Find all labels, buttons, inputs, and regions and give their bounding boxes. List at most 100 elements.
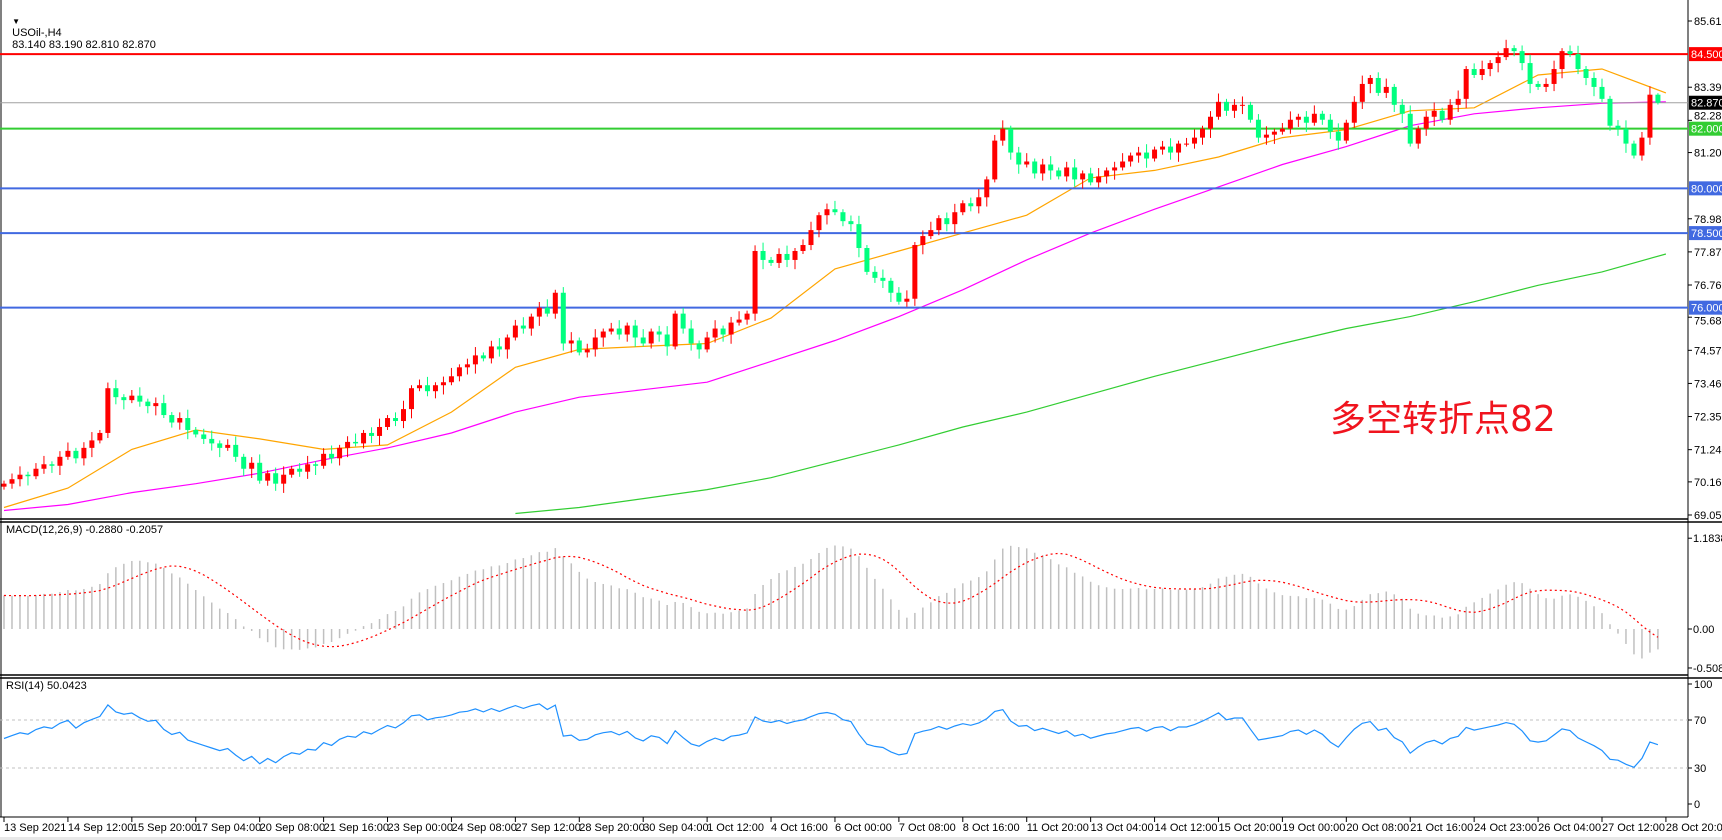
candle <box>832 200 838 216</box>
candle <box>1303 111 1309 132</box>
candle-body <box>177 418 183 423</box>
annotation-text: 多空转折点82 <box>1330 399 1556 440</box>
candle-body <box>792 250 798 260</box>
candle-body <box>1639 137 1645 156</box>
candle-body <box>1032 161 1038 174</box>
candle-body <box>233 444 239 457</box>
candle <box>1535 80 1541 90</box>
candle <box>936 215 942 236</box>
candle <box>536 301 542 326</box>
candle-body <box>1255 119 1261 138</box>
candle-body <box>864 248 870 272</box>
time-tick-label: 30 Sep 04:00 <box>643 822 708 834</box>
rsi-line <box>3 703 1659 769</box>
candle <box>321 448 327 469</box>
candle <box>976 188 982 214</box>
candle <box>1615 120 1621 136</box>
symbol-label: USOil-,H4 <box>12 27 62 39</box>
candle <box>1160 140 1166 155</box>
candle <box>105 382 111 439</box>
candle-body <box>1391 86 1397 105</box>
price-tick-label: 75.680 <box>1694 316 1722 328</box>
price-tick-label: 81.200 <box>1694 148 1722 160</box>
candle-body <box>416 385 422 389</box>
candle <box>361 429 367 449</box>
candle <box>1439 107 1445 123</box>
candle <box>1279 123 1285 135</box>
candle <box>97 429 103 444</box>
candle-body <box>1359 83 1365 102</box>
candle-body <box>952 212 958 225</box>
candle-body <box>1583 69 1589 78</box>
candle <box>896 287 902 305</box>
candle <box>193 426 199 438</box>
candle <box>1112 161 1118 180</box>
candle-body <box>225 444 231 448</box>
candle-body <box>145 401 151 407</box>
candle-body <box>1024 161 1030 165</box>
candle-body <box>249 462 255 469</box>
rsi-tick-label: 100 <box>1694 679 1712 691</box>
candle <box>776 248 782 268</box>
candle-body <box>1088 173 1094 183</box>
candle <box>656 325 662 342</box>
candle-body <box>440 382 446 386</box>
price-tick-label: 71.240 <box>1694 445 1722 457</box>
candle <box>305 455 311 479</box>
candle-body <box>1479 69 1485 75</box>
candle-body <box>1423 116 1429 129</box>
candle <box>816 212 822 238</box>
candle-body <box>73 450 79 459</box>
candle-body <box>528 316 534 329</box>
candle <box>1527 54 1533 94</box>
candle <box>616 320 622 340</box>
candle <box>345 436 351 458</box>
candle <box>1152 146 1158 162</box>
candle-body <box>456 367 462 377</box>
ohlc-readout: 83.140 83.190 82.810 82.870 <box>12 39 156 51</box>
candle <box>736 311 742 326</box>
candle <box>177 412 183 430</box>
candle <box>688 320 694 351</box>
candle <box>808 221 814 251</box>
candle <box>1383 78 1389 98</box>
candle <box>992 134 998 183</box>
candle <box>784 245 790 268</box>
candle-body <box>504 337 510 350</box>
candle <box>560 287 566 351</box>
price-tick-label: 85.610 <box>1694 16 1722 28</box>
candle <box>1040 158 1046 181</box>
candle-body <box>209 438 215 444</box>
candle <box>704 331 710 353</box>
time-tick-label: 20 Oct 08:00 <box>1346 822 1409 834</box>
time-tick-label: 20 Sep 08:00 <box>260 822 325 834</box>
candle-body <box>401 409 406 422</box>
macd-tick-label: 1.1838 <box>1693 533 1722 545</box>
candle-body <box>97 432 103 441</box>
candle-body <box>672 313 678 347</box>
candle <box>1192 129 1198 149</box>
candle-body <box>984 179 990 198</box>
candle <box>600 328 606 347</box>
time-tick-label: 24 Oct 23:00 <box>1474 822 1537 834</box>
macd-signal-line <box>3 552 1659 648</box>
candle <box>1032 158 1038 179</box>
candle-body <box>1519 51 1525 64</box>
time-tick-label: 1 Oct 12:00 <box>707 822 764 834</box>
time-tick-label: 15 Oct 20:00 <box>1218 822 1281 834</box>
candle-body <box>656 331 662 335</box>
candle-body <box>369 432 375 436</box>
candle <box>161 394 167 419</box>
candle-body <box>1543 83 1549 87</box>
candle <box>1575 45 1581 75</box>
candle <box>1623 120 1629 153</box>
candle <box>712 320 718 343</box>
candle <box>1631 140 1637 159</box>
candle <box>624 322 630 342</box>
price-tick-label: 69.050 <box>1694 510 1722 522</box>
candle-body <box>1647 94 1653 138</box>
candle-body <box>1231 104 1237 111</box>
price-level-label: 78.500 <box>1691 228 1722 240</box>
triangle-down-icon[interactable]: ▼ <box>12 17 21 26</box>
